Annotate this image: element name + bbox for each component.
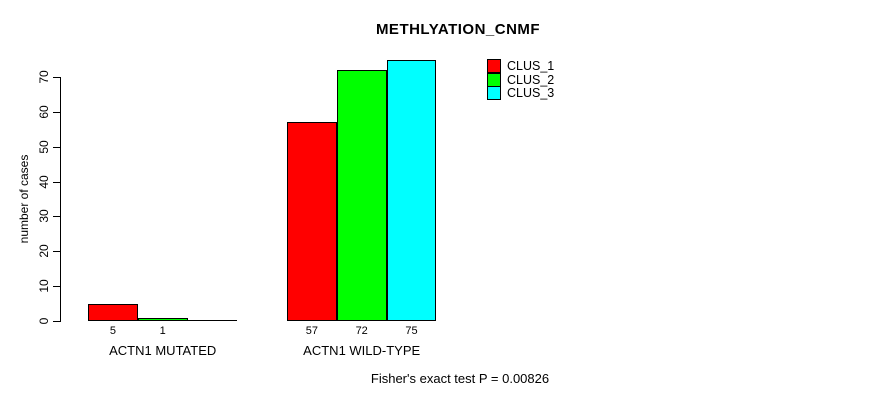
bar — [187, 320, 238, 321]
legend-label: CLUS_3 — [507, 86, 555, 101]
legend-swatch-icon — [487, 72, 501, 87]
y-tick-label: 20 — [37, 244, 51, 258]
bar — [88, 304, 138, 321]
y-tick — [53, 286, 60, 288]
legend-label: CLUS_1 — [507, 58, 555, 73]
bar-value-label: 5 — [109, 325, 116, 337]
y-axis-line — [60, 77, 61, 322]
y-tick — [53, 77, 60, 78]
legend-item: CLUS_2 — [487, 72, 555, 87]
y-tick — [53, 251, 60, 253]
bar-value-label: 57 — [305, 325, 319, 337]
bar-value-label: 1 — [159, 325, 166, 337]
bar — [336, 70, 387, 321]
legend-swatch-icon — [487, 58, 501, 73]
y-tick — [53, 181, 60, 183]
y-tick-label: 50 — [37, 140, 51, 154]
chart-title: METHLYATION_CNMF — [375, 21, 541, 38]
y-tick-label: 10 — [37, 279, 51, 293]
y-tick — [53, 321, 60, 322]
bar — [287, 122, 337, 321]
bar-value-label: 75 — [405, 325, 418, 337]
y-tick-label: 0 — [37, 317, 51, 325]
y-tick-label: 70 — [37, 70, 51, 84]
x-group-label: ACTN1 MUTATED — [109, 343, 217, 358]
bar — [386, 60, 437, 321]
legend-label: CLUS_2 — [507, 72, 555, 87]
y-tick — [53, 216, 60, 218]
legend-item: CLUS_3 — [487, 86, 555, 101]
legend: CLUS_1 CLUS_2 CLUS_3 — [487, 58, 555, 101]
legend-swatch-icon — [487, 86, 501, 101]
x-group-label: ACTN1 WILD-TYPE — [303, 343, 421, 358]
y-tick — [53, 111, 60, 113]
y-tick-label: 60 — [37, 105, 51, 119]
fisher-test-annotation: Fisher's exact test P = 0.00826 — [370, 371, 550, 386]
legend-item: CLUS_1 — [487, 58, 555, 73]
y-tick-label: 40 — [37, 174, 51, 189]
bar-value-label: 72 — [355, 325, 368, 337]
y-tick-label: 30 — [37, 209, 51, 224]
bar — [137, 318, 188, 321]
y-tick — [53, 146, 60, 148]
